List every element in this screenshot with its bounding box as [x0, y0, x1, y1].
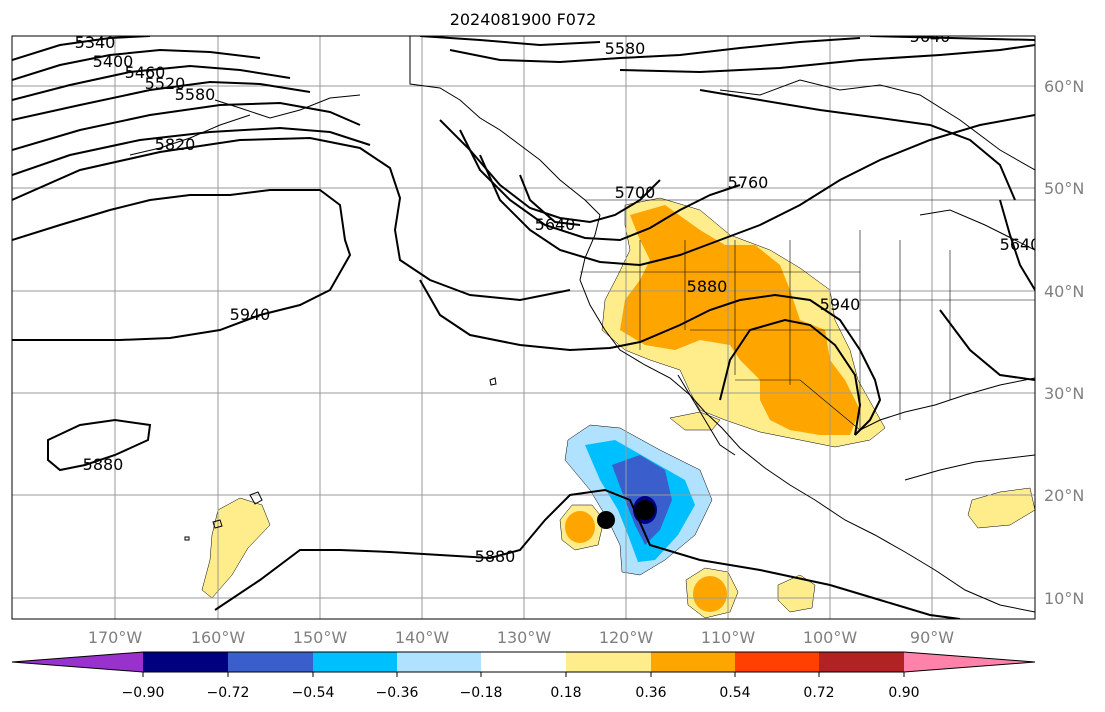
- storm-marker-east: [635, 500, 655, 520]
- contour-label: 5520: [145, 74, 186, 93]
- colorbar-tick-label: −0.72: [207, 685, 250, 701]
- contour-label: 5820: [155, 135, 196, 154]
- colorbar-segment: [735, 652, 819, 672]
- positive-anomaly-baja: [669, 411, 721, 431]
- contour-label: 5880: [475, 547, 516, 566]
- colorbar-tick-label: −0.36: [376, 685, 419, 701]
- lon-label: 120°W: [599, 628, 654, 647]
- lat-label: 60°N: [1044, 77, 1084, 96]
- colorbar-tick-label: 0.18: [550, 685, 581, 701]
- colorbar-extend-high: [904, 652, 1035, 672]
- contour-label: 5760: [728, 173, 769, 192]
- storm-marker-west: [597, 511, 615, 529]
- anomaly-shading: [201, 197, 1035, 619]
- contour-label: 5400: [93, 52, 134, 71]
- longitude-labels: 170°W 160°W 150°W 140°W 130°W 120°W 110°…: [88, 628, 954, 647]
- contour-label: 5940: [230, 305, 271, 324]
- contour-label: 5640: [535, 215, 576, 234]
- lon-label: 110°W: [701, 628, 756, 647]
- lon-label: 90°W: [910, 628, 954, 647]
- colorbar-segment: [397, 652, 481, 672]
- lon-label: 160°W: [191, 628, 246, 647]
- contour-label: 5700: [615, 183, 656, 202]
- colorbar-segment: [481, 652, 566, 672]
- lon-label: 130°W: [497, 628, 552, 647]
- lon-label: 100°W: [803, 628, 858, 647]
- lat-label: 50°N: [1044, 179, 1084, 198]
- colorbar-segment: [651, 652, 735, 672]
- colorbar-segment: [819, 652, 904, 672]
- lat-label: 30°N: [1044, 384, 1084, 403]
- colorbar-tick-label: 0.72: [803, 685, 834, 701]
- colorbar-extend-low: [12, 652, 143, 672]
- positive-anomaly-south-core: [693, 576, 727, 612]
- contour-label: 5940: [820, 295, 861, 314]
- lon-label: 170°W: [88, 628, 143, 647]
- positive-anomaly-southeast: [777, 574, 816, 613]
- colorbar-segment: [313, 652, 397, 672]
- contour-label: 5880: [83, 455, 124, 474]
- colorbar-tick-labels: −0.90 −0.72 −0.54 −0.36 −0.18 0.18 0.36 …: [122, 685, 920, 701]
- colorbar-tick-label: −0.90: [122, 685, 165, 701]
- lat-label: 40°N: [1044, 282, 1084, 301]
- colorbar: [11, 651, 1036, 673]
- contour-label: 5340: [75, 33, 116, 52]
- contour-label: 5460: [125, 63, 166, 82]
- lon-label: 150°W: [293, 628, 348, 647]
- colorbar-tick-label: 0.36: [635, 685, 666, 701]
- map-frame: [11, 35, 1036, 620]
- colorbar-segment: [228, 652, 313, 672]
- positive-anomaly-caribbean: [967, 487, 1035, 529]
- contour-label: 5580: [175, 85, 216, 104]
- positive-anomaly-core-west-us: [620, 205, 860, 435]
- lat-label: 10°N: [1044, 589, 1084, 608]
- coastlines: [129, 36, 1035, 613]
- colorbar-segment: [566, 652, 651, 672]
- height-contours: [12, 36, 1035, 619]
- colorbar-tick-label: −0.54: [292, 685, 335, 701]
- graticule: [12, 36, 1035, 619]
- latitude-labels: 60°N 50°N 40°N 30°N 20°N 10°N: [1044, 77, 1084, 608]
- chart-title: 2024081900 F072: [449, 10, 597, 29]
- lat-label: 20°N: [1044, 486, 1084, 505]
- contour-label: 5640: [910, 27, 951, 46]
- colorbar-tick-label: −0.18: [460, 685, 503, 701]
- contour-label: 5640: [1000, 235, 1041, 254]
- islands: [184, 377, 497, 541]
- contour-label: 5880: [687, 277, 728, 296]
- colorbar-segment: [143, 652, 228, 672]
- contour-label: 5580: [605, 39, 646, 58]
- positive-anomaly-pacific-core: [565, 511, 595, 543]
- colorbar-tick-label: 0.54: [719, 685, 750, 701]
- colorbar-tick-label: 0.90: [888, 685, 919, 701]
- lon-label: 140°W: [395, 628, 450, 647]
- political-borders: [580, 199, 1035, 431]
- contour-labels: 5340 5400 5460 5520 5580 5580 5640 5640 …: [75, 27, 1041, 566]
- colorbar-ticks: [142, 672, 905, 677]
